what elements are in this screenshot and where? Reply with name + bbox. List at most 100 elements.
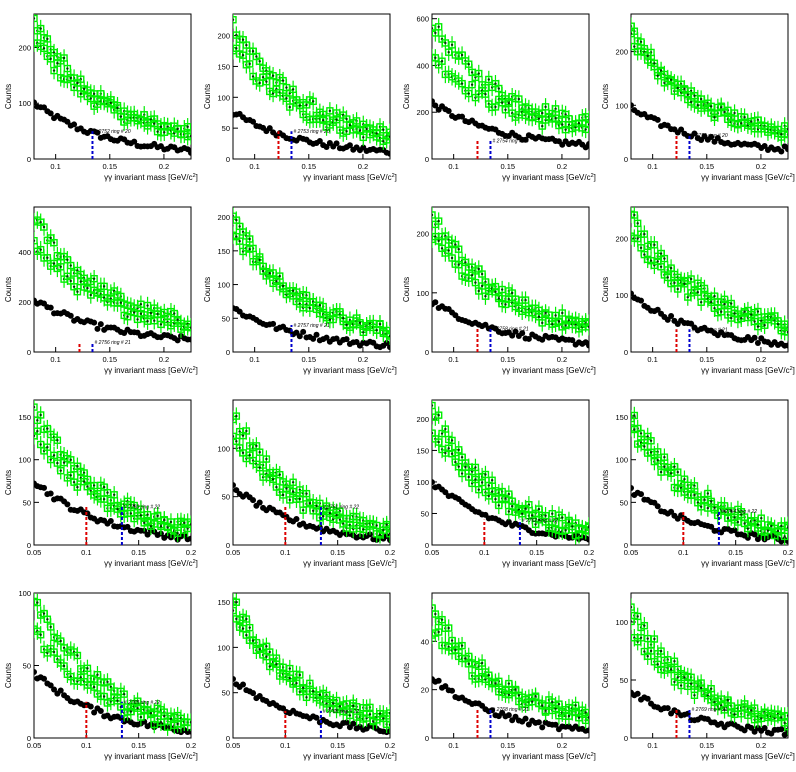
- data-point-center: [730, 316, 733, 320]
- data-point-center: [719, 106, 723, 109]
- data-point-black: [124, 523, 131, 530]
- data-point-center: [49, 236, 52, 240]
- data-point-center: [633, 428, 636, 431]
- x-tick-label: 0.1: [448, 162, 458, 171]
- data-point-center: [291, 490, 295, 493]
- data-point-center: [544, 514, 547, 517]
- data-point-center: [444, 427, 447, 431]
- data-point-black: [744, 534, 751, 541]
- data-point-green: [120, 690, 128, 698]
- data-point-green: [432, 211, 436, 219]
- data-point-center: [494, 497, 497, 501]
- data-point-green: [246, 60, 254, 68]
- data-point-green: [43, 35, 52, 43]
- data-point-black: [432, 479, 435, 486]
- data-point-black: [188, 728, 191, 735]
- data-point-center: [116, 699, 119, 702]
- data-point-center: [713, 307, 716, 310]
- data-point-center: [434, 56, 437, 60]
- run-annotation: # 2760 ring # 22: [124, 505, 160, 511]
- data-point-black: [333, 140, 340, 147]
- data-point-center: [564, 529, 567, 532]
- y-tick-label: 100: [18, 456, 31, 465]
- series-green: [631, 207, 788, 337]
- y-tick-label: 100: [18, 99, 31, 108]
- data-point-center: [507, 510, 511, 513]
- data-point-green: [47, 623, 55, 631]
- x-tick-label: 0.15: [301, 355, 316, 364]
- data-point-green: [73, 483, 82, 491]
- data-point-center: [176, 532, 179, 535]
- data-point-center: [86, 667, 89, 670]
- data-point-center: [766, 529, 770, 532]
- data-point-center: [146, 304, 149, 307]
- data-point-black: [525, 335, 532, 342]
- data-point-center: [733, 312, 736, 315]
- data-point-center: [321, 515, 325, 518]
- data-point-center: [510, 291, 514, 295]
- data-point-center: [450, 43, 454, 47]
- data-point-center: [733, 516, 736, 519]
- data-point-center: [713, 294, 716, 298]
- x-tick-label: 0.15: [500, 162, 515, 171]
- data-point-center: [156, 312, 159, 316]
- run-annotation: # 2756 ring # 21: [94, 340, 130, 346]
- data-point-black: [323, 334, 330, 341]
- data-point-center: [780, 524, 783, 528]
- data-point-center: [189, 134, 191, 138]
- data-point-center: [730, 302, 733, 305]
- data-point-green: [53, 59, 62, 67]
- series-green: [34, 211, 191, 336]
- data-point-center: [59, 265, 62, 269]
- plot-frame: [232, 206, 391, 353]
- data-point-center: [176, 722, 179, 726]
- data-point-center: [358, 321, 362, 324]
- data-point-green: [541, 512, 550, 520]
- data-point-center: [46, 427, 49, 430]
- data-point-center: [66, 258, 69, 261]
- data-point-green: [239, 51, 247, 59]
- data-point-center: [786, 128, 788, 131]
- data-point-center: [388, 334, 390, 338]
- data-point-black: [97, 708, 104, 715]
- x-tick-label: 0.15: [330, 548, 345, 557]
- data-point-center: [653, 243, 656, 247]
- data-point-center: [524, 298, 527, 302]
- data-point-black: [522, 136, 529, 143]
- data-point-green: [784, 523, 788, 532]
- data-point-center: [163, 131, 166, 134]
- data-point-black: [785, 146, 788, 153]
- data-point-black: [266, 125, 273, 132]
- y-tick-label: 200: [18, 43, 31, 52]
- data-point-center: [56, 439, 59, 442]
- data-region: [233, 593, 390, 736]
- plot-frame: [630, 399, 789, 546]
- data-point-green: [710, 113, 719, 122]
- y-tick-label: 50: [222, 493, 230, 502]
- y-tick-label: 200: [217, 32, 230, 41]
- data-point-center: [189, 326, 191, 329]
- data-point-green: [441, 425, 450, 433]
- series-green2: [233, 427, 390, 544]
- y-tick-label: 150: [217, 598, 230, 607]
- data-point-black: [691, 130, 698, 137]
- data-point-center: [740, 122, 743, 125]
- data-point-green: [515, 95, 523, 103]
- data-point-center: [467, 62, 470, 66]
- data-point-center: [258, 648, 261, 651]
- data-point-black: [387, 728, 390, 735]
- data-point-center: [66, 275, 69, 278]
- data-point-center: [693, 94, 696, 97]
- y-tick-label: 600: [416, 15, 429, 24]
- run-annotation: # 2761 ring # 22: [323, 504, 359, 510]
- data-point-center: [500, 101, 504, 104]
- data-point-green: [461, 463, 470, 471]
- data-point-black: [313, 714, 320, 721]
- data-point-center: [564, 128, 567, 131]
- data-point-center: [258, 258, 261, 262]
- data-point-center: [783, 535, 786, 538]
- data-point-center: [34, 17, 36, 20]
- data-point-center: [291, 88, 295, 91]
- data-region: [233, 407, 390, 544]
- data-point-center: [653, 62, 656, 65]
